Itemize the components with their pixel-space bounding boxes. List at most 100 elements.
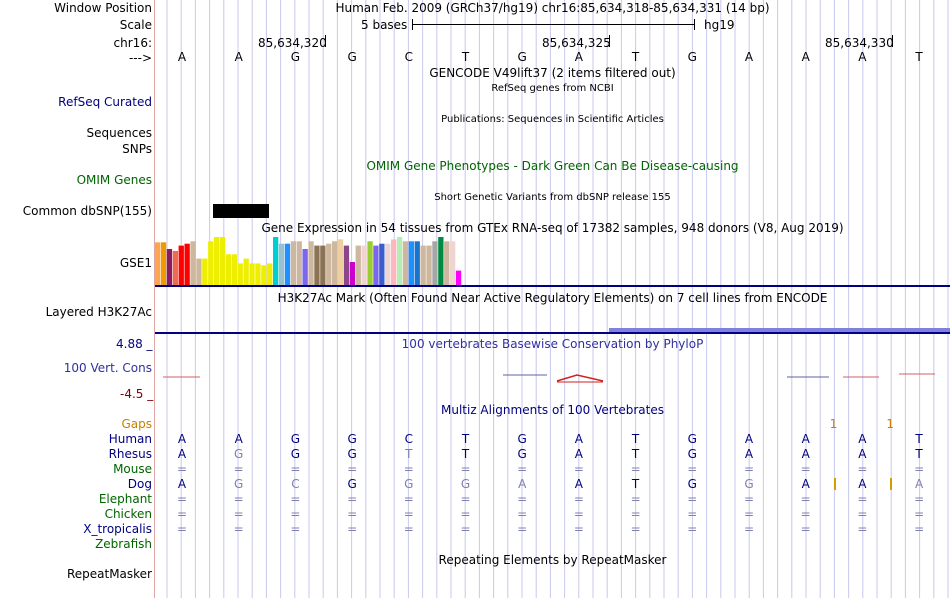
alignment-base: = (800, 507, 811, 521)
species-label-human[interactable]: Human (108, 432, 152, 446)
gtex-tissue-bar[interactable] (296, 241, 302, 285)
dna-base: A (858, 50, 867, 64)
gtex-tissue-bar[interactable] (172, 250, 178, 285)
h3k27ac-track-title[interactable]: H3K27Ac Mark (Often Found Near Active Re… (277, 291, 828, 305)
gtex-tissue-bar[interactable] (343, 245, 350, 285)
alignment-base: = (573, 492, 584, 506)
gap-count: 1 (829, 417, 838, 431)
gtex-bar-chart[interactable] (155, 237, 535, 289)
species-label-zebrafish[interactable]: Zebrafish (95, 537, 152, 551)
gtex-tissue-bar[interactable] (273, 237, 279, 285)
gtex-tissue-bar[interactable] (396, 237, 403, 285)
gtex-tissue-bar[interactable] (326, 243, 332, 285)
gtex-tissue-bar[interactable] (255, 263, 261, 285)
gtex-tissue-bar[interactable] (231, 254, 237, 285)
alignment-base: = (857, 507, 868, 521)
gtex-tissue-bar[interactable] (243, 258, 249, 285)
gtex-tissue-bar[interactable] (249, 263, 255, 285)
phylop-track-label[interactable]: 100 Vert. Cons (63, 361, 152, 375)
alignment-base: A (177, 432, 187, 446)
gtex-tissue-bar[interactable] (426, 245, 432, 285)
gtex-tissue-bar[interactable] (214, 237, 220, 285)
species-label-elephant[interactable]: Elephant (98, 492, 152, 506)
gtex-tissue-bar[interactable] (302, 249, 308, 285)
gtex-tissue-bar[interactable] (184, 243, 190, 285)
strand-label: ---> (128, 51, 152, 65)
repeatmasker-track-title[interactable]: Repeating Elements by RepeatMasker (438, 553, 667, 567)
gtex-tissue-bar[interactable] (314, 245, 320, 285)
gtex-tissue-bar[interactable] (379, 243, 385, 285)
gtex-tissue-bar[interactable] (202, 258, 208, 285)
gtex-tissue-bar[interactable] (455, 270, 462, 285)
alignment-base: = (630, 507, 641, 521)
snps-track-label[interactable]: SNPs (122, 142, 152, 156)
dbsnp-track-label[interactable]: Common dbSNP(155) (22, 204, 152, 218)
alignment-base: = (573, 462, 584, 476)
alignment-base: A (744, 447, 754, 461)
species-label-mouse[interactable]: Mouse (113, 462, 152, 476)
gtex-tissue-bar[interactable] (361, 245, 367, 285)
gse1-track-label[interactable]: GSE1 (119, 256, 152, 270)
dbsnp-track-title[interactable]: Short Genetic Variants from dbSNP releas… (434, 192, 671, 203)
alignment-base: = (347, 522, 358, 536)
position-tick-1 (325, 35, 326, 47)
gtex-tissue-bar[interactable] (225, 254, 232, 285)
alignment-base: = (176, 522, 188, 536)
gtex-tissue-bar[interactable] (320, 245, 326, 285)
gtex-track-title[interactable]: Gene Expression in 54 tissues from GTEx … (261, 221, 844, 235)
species-label-chicken[interactable]: Chicken (104, 507, 152, 521)
gtex-tissue-bar[interactable] (160, 242, 167, 285)
sequences-track-label[interactable]: Sequences (86, 126, 152, 140)
refseq-subtitle[interactable]: RefSeq genes from NCBI (491, 83, 614, 94)
gtex-tissue-bar[interactable] (308, 241, 314, 285)
gtex-tissue-bar[interactable] (284, 243, 291, 285)
assembly-title[interactable]: Human Feb. 2009 (GRCh37/hg19) chr16:85,6… (335, 1, 770, 15)
alignment-base: G (687, 432, 697, 446)
gtex-tissue-bar[interactable] (332, 241, 338, 285)
gtex-tissue-bar[interactable] (337, 239, 344, 285)
gtex-tissue-bar[interactable] (155, 242, 161, 285)
gtex-tissue-bar[interactable] (349, 262, 355, 285)
gtex-tissue-bar[interactable] (438, 237, 444, 285)
gtex-tissue-bar[interactable] (290, 241, 296, 285)
gtex-tissue-bar[interactable] (278, 243, 285, 285)
species-label-rhesus[interactable]: Rhesus (108, 447, 152, 461)
gtex-tissue-bar[interactable] (190, 241, 196, 285)
alignment-base: T (631, 432, 640, 446)
gtex-tissue-bar[interactable] (261, 265, 267, 285)
refseq-track-label[interactable]: RefSeq Curated (58, 95, 152, 109)
gencode-track-title[interactable]: GENCODE V49lift37 (2 items filtered out) (429, 66, 676, 80)
publications-track-title[interactable]: Publications: Sequences in Scientific Ar… (441, 114, 664, 125)
gtex-tissue-bar[interactable] (414, 241, 420, 285)
repeatmasker-track-label[interactable]: RepeatMasker (66, 567, 152, 581)
gtex-tissue-bar[interactable] (208, 241, 214, 285)
gtex-tissue-bar[interactable] (450, 241, 456, 285)
omim-track-label[interactable]: OMIM Genes (76, 173, 152, 187)
gtex-tissue-bar[interactable] (178, 245, 184, 285)
alignment-base: = (233, 522, 244, 536)
gtex-tissue-bar[interactable] (444, 241, 450, 285)
gtex-tissue-bar[interactable] (196, 258, 202, 285)
omim-track-title[interactable]: OMIM Gene Phenotypes - Dark Green Can Be… (366, 159, 739, 173)
gtex-tissue-bar[interactable] (166, 249, 173, 285)
gtex-tissue-bar[interactable] (402, 241, 409, 285)
gtex-tissue-bar[interactable] (373, 245, 379, 285)
dbsnp-variant-block[interactable] (213, 204, 269, 218)
gtex-tissue-bar[interactable] (420, 245, 426, 285)
alignment-base: = (290, 522, 301, 536)
alignment-base: A (801, 477, 810, 491)
h3k27ac-track-label[interactable]: Layered H3K27Ac (45, 305, 152, 319)
gtex-tissue-bar[interactable] (267, 263, 273, 285)
multiz-track-title[interactable]: Multiz Alignments of 100 Vertebrates (440, 403, 665, 417)
gtex-tissue-bar[interactable] (408, 241, 414, 285)
gtex-tissue-bar[interactable] (385, 243, 391, 285)
gtex-tissue-bar[interactable] (219, 237, 226, 285)
gtex-tissue-bar[interactable] (355, 245, 361, 285)
gtex-tissue-bar[interactable] (432, 241, 438, 285)
species-label-x_tropicalis[interactable]: X_tropicalis (83, 522, 152, 536)
gtex-tissue-bar[interactable] (391, 239, 397, 285)
gtex-tissue-bar[interactable] (367, 241, 373, 285)
gtex-tissue-bar[interactable] (237, 263, 243, 285)
species-label-dog[interactable]: Dog (127, 477, 152, 491)
phylop-track-title[interactable]: 100 vertebrates Basewise Conservation by… (401, 337, 704, 351)
